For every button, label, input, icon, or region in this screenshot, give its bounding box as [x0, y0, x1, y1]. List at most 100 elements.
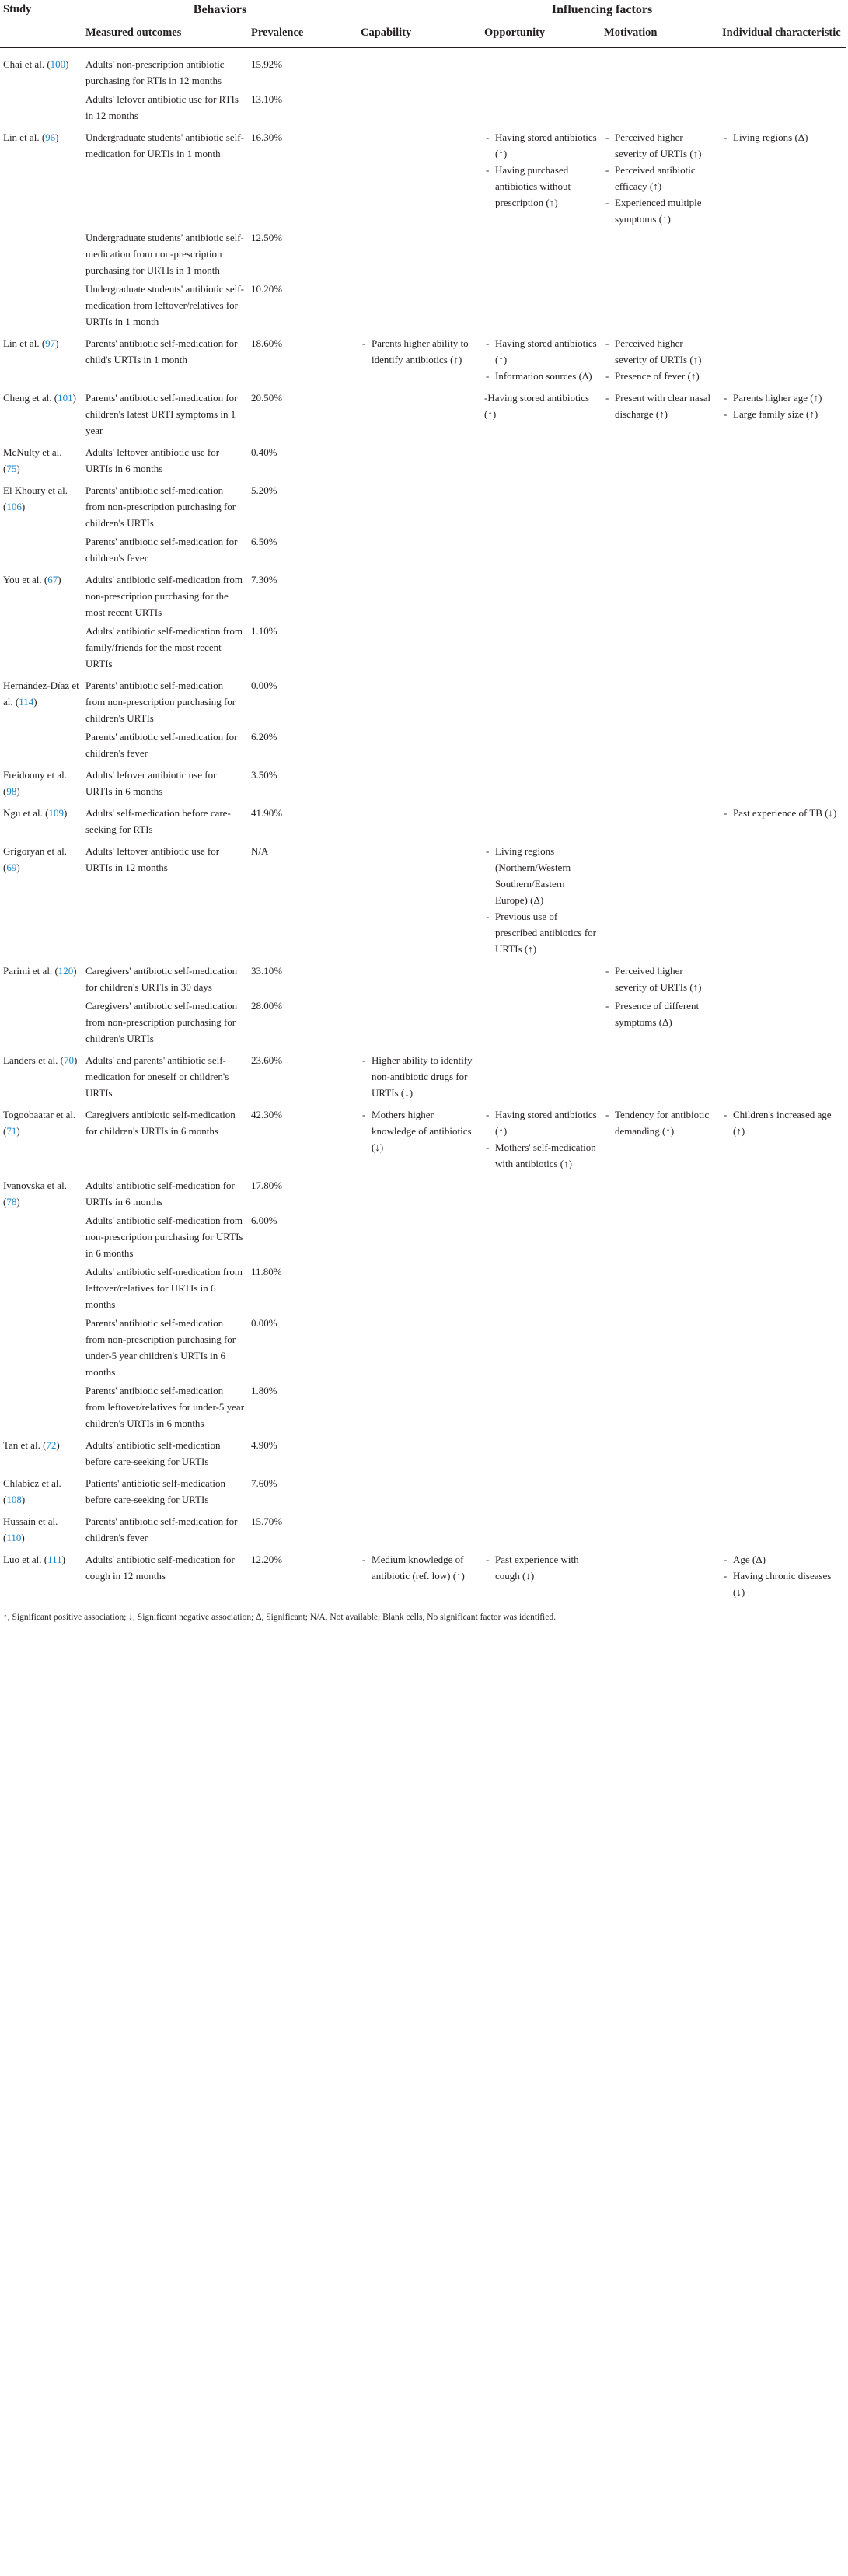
motivation-cell: Tendency for antibiotic demanding (↑) — [601, 1103, 719, 1174]
capability-cell — [358, 568, 481, 623]
prevalence-cell: 5.20% — [251, 484, 277, 496]
table-row: You et al. (67) Adults' antibiotic self-m… — [0, 568, 846, 623]
reference-link[interactable]: 78 — [6, 1196, 17, 1208]
table-row: Togoobaatar et al. (71) Caregivers antibi… — [0, 1103, 846, 1174]
factor-item: Information sources (Δ) — [484, 368, 598, 384]
table-row: Undergraduate students' antibiotic self-… — [0, 281, 846, 332]
prevalence-cell: 12.20% — [251, 1554, 283, 1565]
individual-characteristic-cell — [719, 332, 846, 386]
factor-item: Having stored antibiotics (↑) — [484, 335, 598, 368]
motivation-list: Perceived higher severity of URTIs (↑)Pe… — [604, 129, 716, 227]
motivation-cell: Perceived higher severity of URTIs (↑) — [601, 959, 719, 998]
study-name: Cheng et al. — [3, 392, 52, 404]
reference-link[interactable]: 101 — [58, 392, 73, 404]
opportunity-cell — [481, 729, 601, 764]
study-name: Ivanovska et al. — [3, 1180, 67, 1191]
reference-link[interactable]: 100 — [50, 58, 66, 70]
study-cell: Luo et al. (111) — [3, 1554, 65, 1565]
table-row: Grigoryan et al. (69) Adults' leftover an… — [0, 840, 846, 959]
reference-link[interactable]: 110 — [6, 1532, 22, 1543]
study-name: You et al. — [3, 574, 42, 585]
reference-link[interactable]: 67 — [47, 574, 58, 585]
capability-cell — [358, 229, 481, 281]
factor-item: Children's increased age (↑) — [722, 1106, 843, 1139]
prevalence-cell: 15.70% — [251, 1515, 283, 1527]
study-cell: Freidoony et al. (98) — [3, 769, 67, 797]
study-cell: You et al. (67) — [3, 574, 61, 585]
reference-link[interactable]: 96 — [45, 131, 56, 143]
motivation-cell — [601, 1315, 719, 1382]
reference-link[interactable]: 71 — [6, 1125, 17, 1137]
opportunity-cell — [481, 1472, 601, 1510]
motivation-cell — [601, 229, 719, 281]
factor-item: Perceived higher severity of URTIs (↑) — [604, 129, 716, 162]
measured-outcome-cell: Patients' antibiotic self-medication bef… — [85, 1477, 225, 1505]
capability-cell — [358, 1174, 481, 1212]
opportunity-cell — [481, 1174, 601, 1212]
measured-outcome-cell: Adults' leftover antibiotic use for URTI… — [85, 446, 220, 474]
capability-cell — [358, 802, 481, 840]
opportunity-list: Past experience with cough (↓) — [484, 1551, 598, 1584]
opportunity-cell — [481, 533, 601, 568]
measured-outcome-cell: Adults' lefover antibiotic use for RTIs … — [85, 93, 239, 121]
measured-outcome-cell: Parents' antibiotic self-medication for … — [85, 337, 238, 365]
capability-cell — [358, 281, 481, 332]
header-influencing-factors: Influencing factors — [358, 0, 846, 25]
reference-link[interactable]: 70 — [63, 1054, 74, 1066]
motivation-list: Perceived higher severity of URTIs (↑) — [604, 963, 716, 995]
reference-link[interactable]: 111 — [47, 1554, 62, 1565]
measured-outcome-cell: Parents' antibiotic self-medication from… — [85, 1385, 245, 1429]
measured-outcome-cell: Adults' and parents' antibiotic self-med… — [85, 1054, 229, 1099]
individual-characteristic-cell: Past experience of TB (↓) — [719, 802, 846, 840]
study-cell — [0, 729, 82, 764]
measured-outcome-cell: Undergraduate students' antibiotic self-… — [85, 283, 244, 327]
table-header: Study Behaviors Influencing factors Meas… — [0, 0, 847, 48]
reference-link[interactable]: 75 — [6, 463, 17, 474]
opportunity-cell: Past experience with cough (↓) — [481, 1548, 601, 1603]
opportunity-cell — [481, 998, 601, 1049]
study-name: Ngu et al. — [3, 807, 43, 819]
factor-item: Medium knowledge of antibiotic (ref. low… — [361, 1551, 478, 1584]
capability-cell — [358, 48, 481, 92]
opportunity-cell: Living regions (Northern/Western Souther… — [481, 840, 601, 959]
reference-link[interactable]: 97 — [45, 337, 56, 349]
motivation-cell — [601, 802, 719, 840]
reference-link[interactable]: 98 — [6, 785, 17, 797]
reference-link[interactable]: 72 — [46, 1439, 57, 1451]
reference-link[interactable]: 120 — [58, 965, 74, 977]
study-cell: Lin et al. (97) — [3, 337, 59, 349]
opportunity-list: Having stored antibiotics (↑)Mothers' se… — [484, 1106, 598, 1172]
capability-cell — [358, 91, 481, 126]
motivation-cell — [601, 1472, 719, 1510]
motivation-cell: Perceived higher severity of URTIs (↑)Pr… — [601, 332, 719, 386]
capability-cell — [358, 533, 481, 568]
study-cell — [0, 1264, 82, 1315]
individual-characteristic-cell: Age (Δ)Having chronic diseases (↓) — [719, 1548, 846, 1603]
study-cell — [0, 1382, 82, 1434]
opportunity-cell — [481, 764, 601, 802]
reference-link[interactable]: 114 — [19, 696, 34, 708]
prevalence-cell: 16.30% — [251, 131, 283, 143]
prevalence-cell: 3.50% — [251, 769, 277, 781]
opportunity-cell: Having stored antibiotics (↑)Mothers' se… — [481, 1103, 601, 1174]
reference-link[interactable]: 109 — [48, 807, 65, 819]
header-study: Study — [3, 3, 32, 16]
factor-item: Having chronic diseases (↓) — [722, 1568, 843, 1600]
prevalence-cell: 6.00% — [251, 1215, 277, 1226]
capability-cell — [358, 1315, 481, 1382]
measured-outcome-cell: Adults' antibiotic self-medication for c… — [85, 1554, 235, 1582]
opportunity-cell — [481, 1434, 601, 1472]
motivation-cell — [601, 91, 719, 126]
reference-link[interactable]: 106 — [6, 501, 22, 512]
study-name: Hernández-Díaz et al. — [3, 680, 79, 708]
capability-cell — [358, 764, 481, 802]
reference-link[interactable]: 108 — [6, 1494, 22, 1505]
motivation-cell — [601, 623, 719, 674]
motivation-cell — [601, 729, 719, 764]
factor-item: -Having stored antibiotics (↑) — [484, 392, 590, 420]
table-row: Luo et al. (111) Adults' antibiotic self-… — [0, 1548, 846, 1603]
table-row: Landers et al. (70) Adults' and parents' … — [0, 1049, 846, 1103]
individual-characteristic-cell — [719, 441, 846, 479]
prevalence-cell: 41.90% — [251, 807, 283, 819]
reference-link[interactable]: 69 — [6, 862, 17, 873]
